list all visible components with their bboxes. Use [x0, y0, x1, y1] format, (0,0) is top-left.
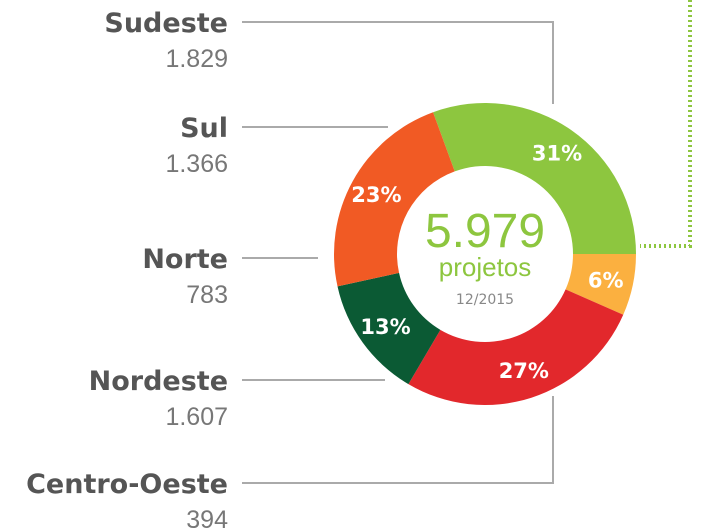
region-name: Nordeste	[89, 366, 228, 397]
share-label: 6%	[588, 268, 624, 292]
leader-line	[242, 396, 554, 484]
donut-segment	[565, 254, 636, 315]
total: 5.979	[425, 205, 545, 258]
region-value: 783	[186, 281, 228, 309]
share-label: 13%	[360, 315, 410, 339]
donut-segment	[433, 103, 636, 254]
share-label: 31%	[532, 142, 582, 166]
region-name: Centro-Oeste	[26, 469, 228, 500]
leader-line	[242, 21, 554, 104]
region-value: 1.366	[165, 150, 228, 178]
region-value: 1.829	[165, 45, 228, 73]
donut-segment	[334, 112, 455, 287]
donut-segment	[408, 289, 624, 405]
region-value: 394	[186, 506, 228, 529]
share-label: 23%	[351, 183, 401, 207]
region-name: Sudeste	[104, 8, 228, 39]
total-caption: projetos	[439, 252, 532, 282]
region-name: Sul	[180, 113, 228, 144]
share-label: 27%	[499, 359, 549, 383]
dotted-connector	[640, 0, 692, 248]
donut-segment	[337, 272, 441, 385]
region-value: 1.607	[165, 403, 228, 431]
region-name: Norte	[142, 244, 228, 275]
date: 12/2015	[456, 292, 514, 308]
